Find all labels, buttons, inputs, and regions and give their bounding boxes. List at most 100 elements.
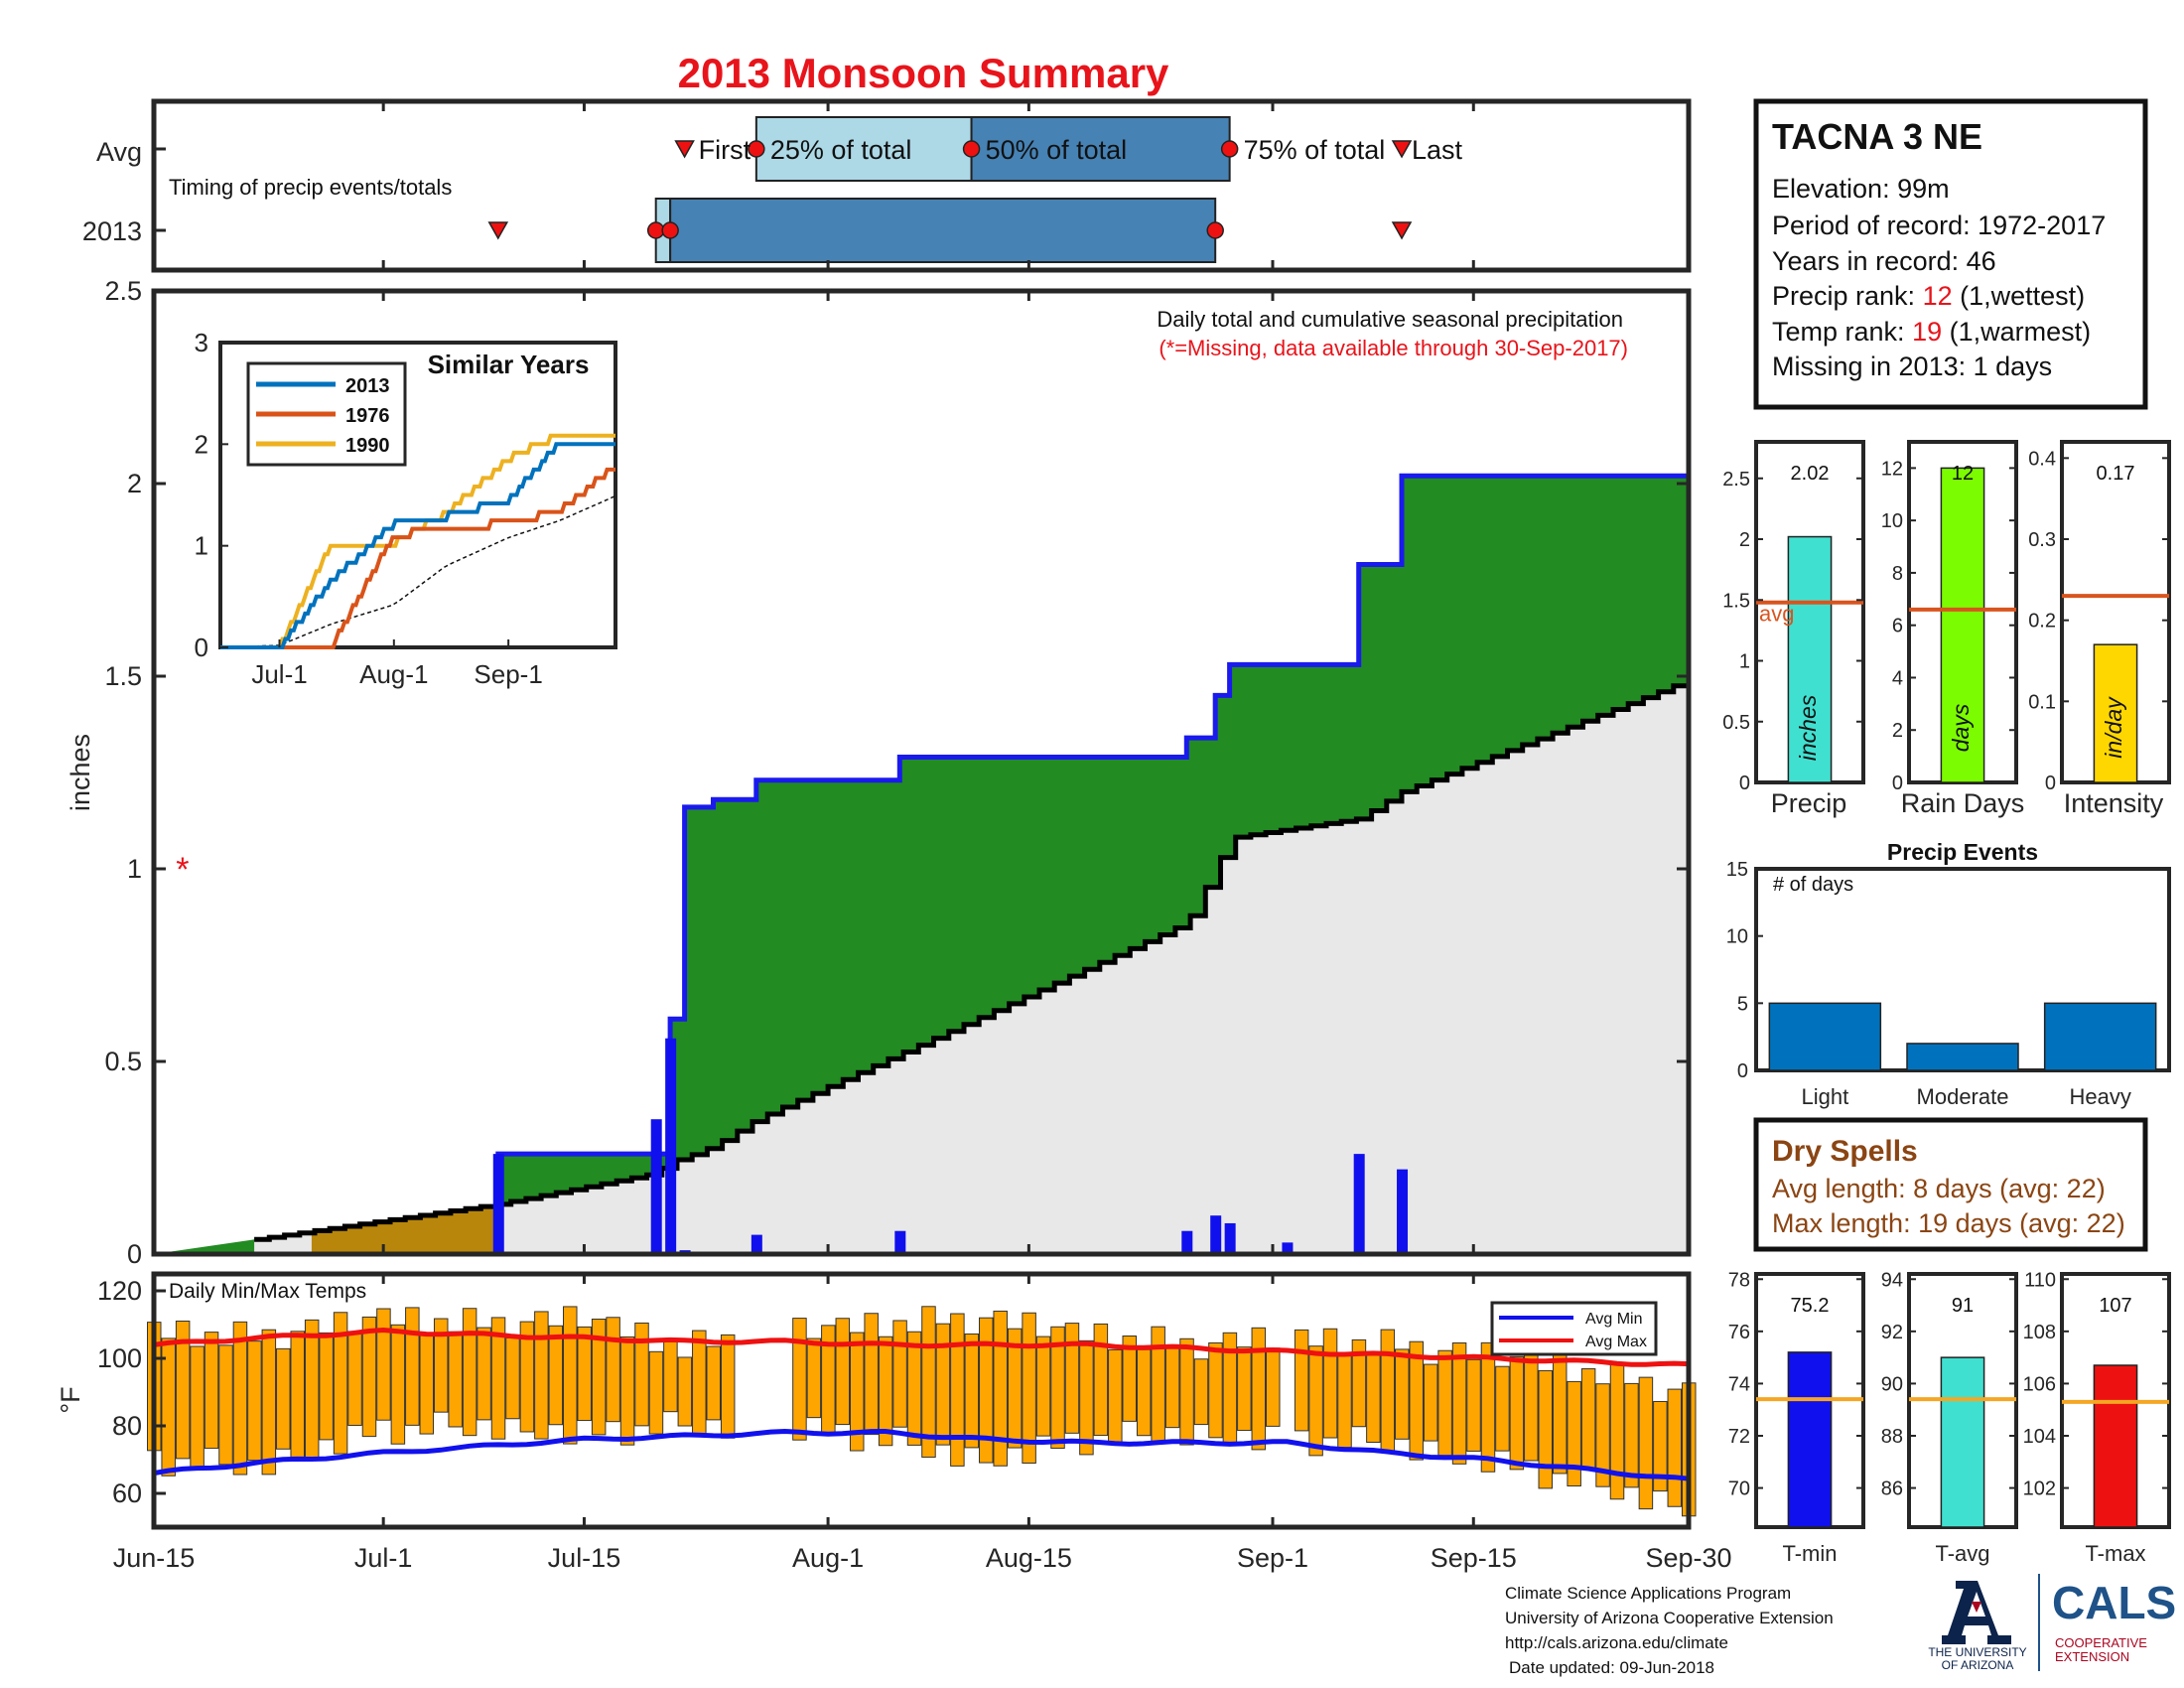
footer-line1: Climate Science Applications Program (1505, 1584, 1791, 1603)
temp-bar (1035, 1336, 1051, 1437)
temp-bar (792, 1318, 807, 1441)
temp-bar (1108, 1348, 1123, 1445)
events-y-tick: 10 (1726, 926, 1748, 948)
cals-logo: CALS COOPERATIVE EXTENSION (2052, 1577, 2176, 1664)
temp-bar (1164, 1345, 1180, 1429)
intensity-stat-y-tick: 0.1 (2028, 691, 2056, 713)
surplus-fill (154, 476, 1689, 1254)
events-y-tick: 0 (1737, 1060, 1748, 1082)
x-tick-label: Jul-1 (354, 1543, 413, 1573)
temp-bar (1466, 1358, 1481, 1452)
x-axis-ticks: Jun-15 Jul-1 Jul-15 Aug-1 Aug-15 Sep-1 Sep-15 S… (113, 101, 1732, 1573)
timing-label: Timing of precip events/totals (169, 175, 452, 200)
temp-bar (1409, 1340, 1424, 1461)
temp-bar (261, 1329, 277, 1476)
y2013-75-marker (1206, 221, 1224, 239)
deficit-fill (311, 1203, 498, 1254)
station-name: TACNA 3 NE (1772, 116, 1982, 157)
temp-bar (247, 1340, 262, 1462)
station-temp-rank: Temp rank: 19 (1,warmest) (1772, 317, 2091, 347)
temp-bar (950, 1313, 965, 1467)
events-x-label: Moderate (1917, 1084, 2009, 1109)
temp-bar (720, 1334, 736, 1439)
figure-title: 2013 Monsoon Summary (678, 50, 1169, 96)
avg-first-label: First (699, 135, 751, 165)
main-y-tick: 2 (127, 469, 142, 498)
main-missing-note: (*=Missing, data available through 30-Se… (1159, 336, 1628, 360)
temp-bar (477, 1327, 491, 1421)
raindays-stat-label: Rain Days (1901, 788, 2025, 818)
tavg-stat-y-tick: 94 (1881, 1269, 1903, 1291)
inset-y-tick: 0 (195, 633, 208, 662)
temp-bar (1265, 1347, 1281, 1427)
ua-line1: THE UNIVERSITY (1928, 1645, 2026, 1659)
tmin-stat-y-tick: 78 (1728, 1269, 1750, 1291)
intensity-stat-y-tick: 0.2 (2028, 611, 2056, 633)
precip-stat-unit: inches (1795, 694, 1821, 761)
temp-bar (835, 1318, 851, 1426)
temp-bar (1237, 1346, 1252, 1432)
x-tick-label: Aug-1 (792, 1543, 864, 1573)
x-tick-label: Jun-15 (113, 1543, 196, 1573)
events-x-label: Heavy (2069, 1084, 2130, 1109)
tavg-stat-y-tick: 86 (1881, 1478, 1903, 1500)
dry-max: Max length: 19 days (avg: 22) (1772, 1208, 2125, 1238)
avg-75-marker (1220, 140, 1239, 158)
temp-bar (1567, 1380, 1581, 1487)
avg-max-line (153, 1327, 1690, 1367)
daily-precip-bar (1224, 1222, 1236, 1254)
temp-bar (1495, 1365, 1510, 1452)
temp-bar (1653, 1400, 1668, 1492)
inset-legend-1976: 1976 (345, 405, 390, 427)
cals-text: CALS (2052, 1577, 2176, 1628)
daily-precip-bar (1353, 1154, 1365, 1254)
x-tick-label: Aug-15 (986, 1543, 1072, 1573)
tavg-stat-bar (1940, 1356, 1985, 1528)
temp-bar (304, 1319, 320, 1460)
tmin-stat-label: T-min (1783, 1541, 1838, 1566)
precip-stat-y-tick: 0 (1739, 773, 1750, 794)
temp-bar (1580, 1368, 1596, 1470)
temp-bar (563, 1306, 578, 1445)
temps-y-tick: 80 (112, 1411, 142, 1441)
main-note: Daily total and cumulative seasonal prec… (1157, 307, 1623, 332)
events-title: Precip Events (1887, 839, 2038, 865)
precip-stat-label: Precip (1771, 788, 1847, 818)
events-bar-heavy (2043, 1002, 2157, 1071)
daily-precip-bar (665, 1038, 677, 1254)
y2013-25-marker (646, 221, 665, 239)
temp-bar (204, 1332, 219, 1450)
temp-bar (864, 1313, 879, 1436)
temp-bar (577, 1326, 592, 1422)
temp-bar (1093, 1323, 1109, 1437)
temp-bar (190, 1345, 205, 1470)
temp-bar (964, 1333, 980, 1449)
temp-bar (1179, 1337, 1194, 1446)
raindays-stat-y-tick: 0 (1892, 773, 1903, 794)
temp-bar (1308, 1345, 1323, 1457)
temp-bar (591, 1319, 607, 1436)
precip-stat-y-tick: 1.5 (1722, 590, 1750, 612)
temp-bar (1050, 1326, 1065, 1449)
station-missing: Missing in 2013: 1 days (1772, 352, 2052, 381)
temp-bar (1208, 1341, 1223, 1439)
precip-events-panel: Light Moderate Heavy 0 5 10 15 (1726, 859, 2171, 1109)
block-a-icon (1942, 1581, 2011, 1644)
daily-precip-bar (492, 1154, 504, 1254)
temp-bar (1366, 1352, 1381, 1444)
temp-bar (1624, 1382, 1639, 1488)
cals-sub1: COOPERATIVE (2055, 1635, 2147, 1650)
tavg-stat-y-tick: 92 (1881, 1322, 1903, 1343)
temp-bar (161, 1337, 176, 1477)
inset-avg-line (219, 494, 616, 648)
temp-bar (1122, 1336, 1138, 1422)
avg-25-50-box (754, 116, 973, 182)
intensity-stat-y-tick: 0 (2045, 773, 2056, 794)
tmax-stat-y-tick: 110 (2024, 1269, 2056, 1291)
events-bar-moderate (1906, 1043, 2019, 1071)
precip-stat-y-tick: 0.5 (1722, 712, 1750, 734)
tmin-stat-value: 75.2 (1791, 1295, 1830, 1317)
avg-50-label: 50% of total (986, 135, 1128, 165)
footer-line3: http://cals.arizona.edu/climate (1505, 1633, 1728, 1652)
